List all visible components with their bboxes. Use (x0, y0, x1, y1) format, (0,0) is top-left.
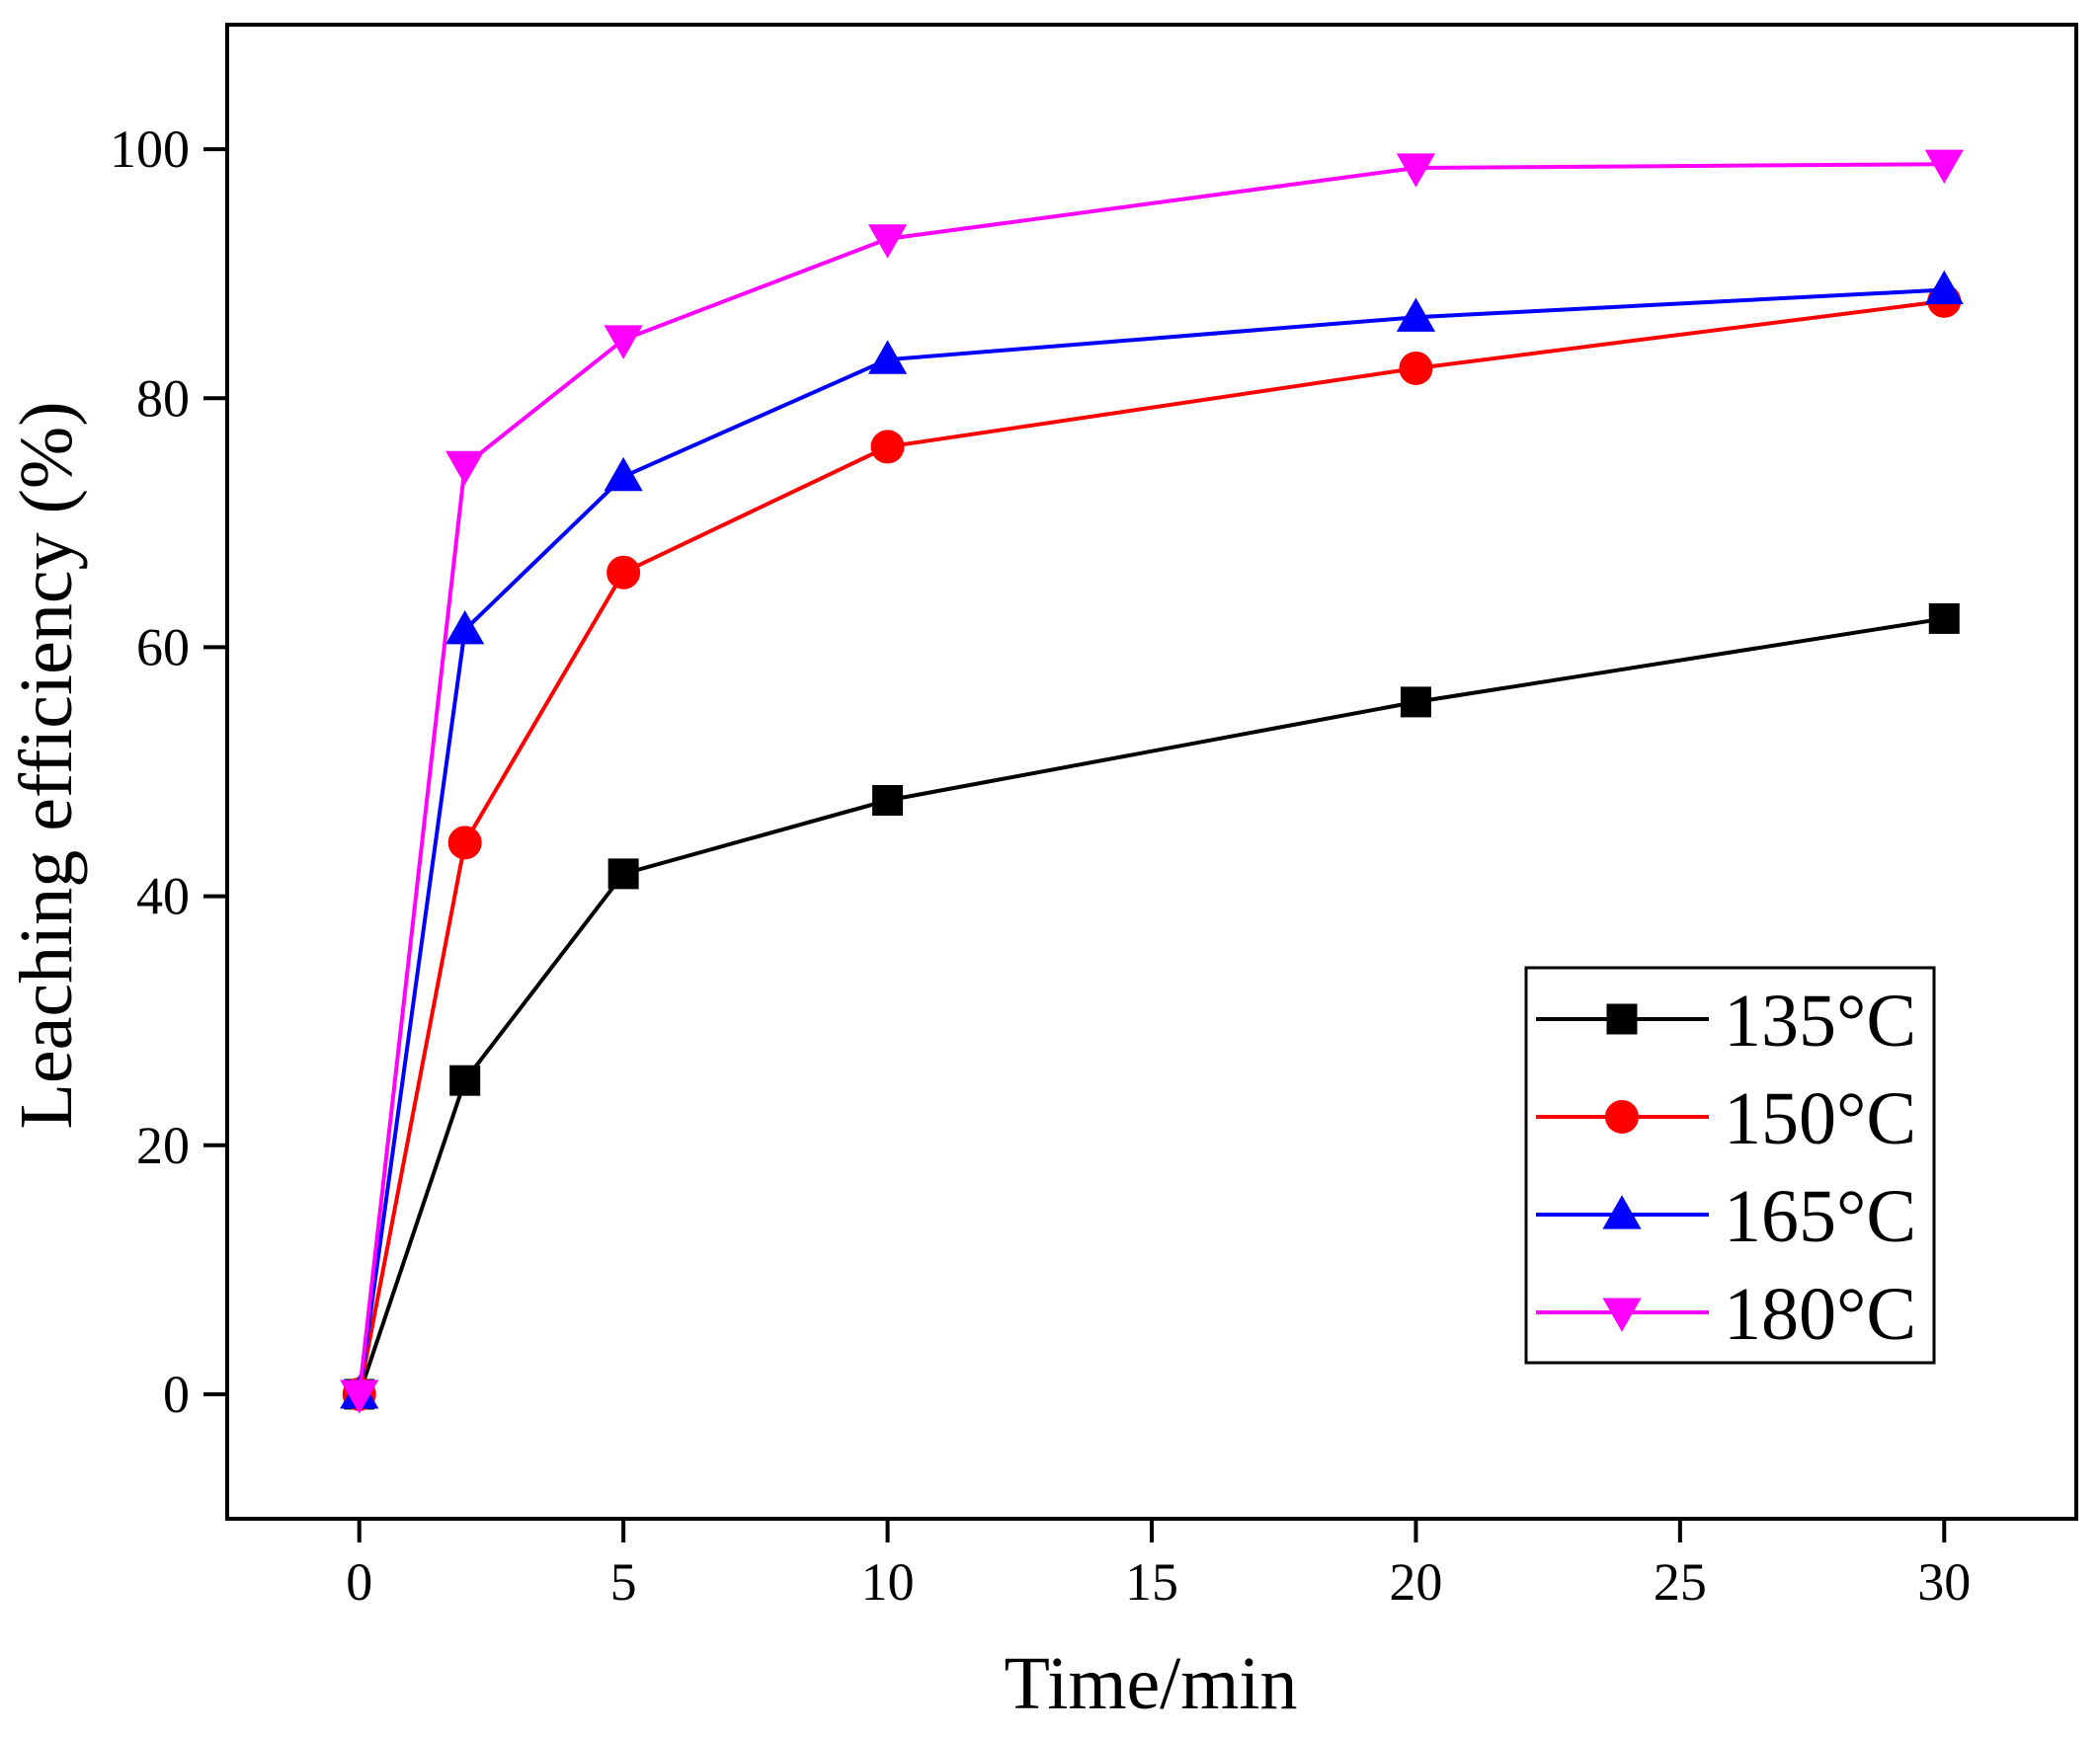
data-point (867, 340, 908, 374)
data-point (449, 1065, 481, 1096)
legend-box (1524, 966, 1936, 1365)
series-2 (340, 270, 1964, 1409)
data-point (604, 456, 643, 492)
y-tick-label: 80 (136, 368, 190, 428)
data-point (872, 784, 904, 816)
x-tick-label: 5 (610, 1552, 637, 1612)
data-point (445, 450, 485, 486)
data-point (604, 325, 643, 359)
legend-entry: 150°C (1536, 1077, 1916, 1160)
data-point (447, 826, 482, 860)
x-tick-label: 10 (861, 1552, 915, 1612)
data-point (1924, 270, 1964, 305)
series-line (357, 616, 1945, 1395)
data-point (870, 430, 905, 464)
y-axis-title: Leaching efficiency (%) (5, 401, 88, 1129)
legend-marker (1602, 1195, 1642, 1229)
data-point (1396, 153, 1436, 188)
y-tick-label: 60 (136, 617, 190, 676)
series-3 (340, 149, 1964, 1414)
data-point (1396, 297, 1436, 332)
x-tick-label: 20 (1389, 1552, 1442, 1612)
legend-label: 135°C (1724, 980, 1916, 1063)
data-point (1400, 686, 1431, 718)
y-tick-label: 0 (163, 1365, 190, 1424)
legend-marker (1605, 1100, 1639, 1134)
series-line (357, 298, 1945, 1395)
data-point (340, 1380, 379, 1414)
x-tick-label: 15 (1125, 1552, 1178, 1612)
legend-label: 165°C (1724, 1175, 1916, 1258)
data-point (1399, 351, 1433, 385)
x-tick-label: 25 (1654, 1552, 1707, 1612)
y-tick-label: 20 (136, 1116, 190, 1175)
legend-entry: 180°C (1536, 1273, 1916, 1356)
legend-label: 180°C (1724, 1273, 1916, 1356)
legend-entry: 165°C (1536, 1175, 1916, 1258)
data-point (1928, 602, 1960, 634)
series-line (357, 287, 1945, 1395)
legend: 135°C 150°C 165°C 180°C (1524, 966, 1936, 1365)
legend-marker (1602, 1298, 1642, 1332)
y-tick-label: 40 (136, 867, 190, 926)
legend-entry: 135°C (1536, 980, 1916, 1063)
y-tick-label: 100 (110, 119, 190, 179)
series-line (357, 162, 1945, 1395)
data-point (445, 610, 485, 645)
x-tick-label: 30 (1917, 1552, 1971, 1612)
legend-marker (1606, 1003, 1638, 1035)
data-point (606, 555, 641, 590)
data-point (607, 858, 639, 890)
x-tick-label: 0 (346, 1552, 372, 1612)
legend-label: 150°C (1724, 1077, 1916, 1160)
data-point (1924, 149, 1964, 184)
x-axis-title: Time/min (1004, 1642, 1297, 1725)
data-point (867, 224, 908, 259)
